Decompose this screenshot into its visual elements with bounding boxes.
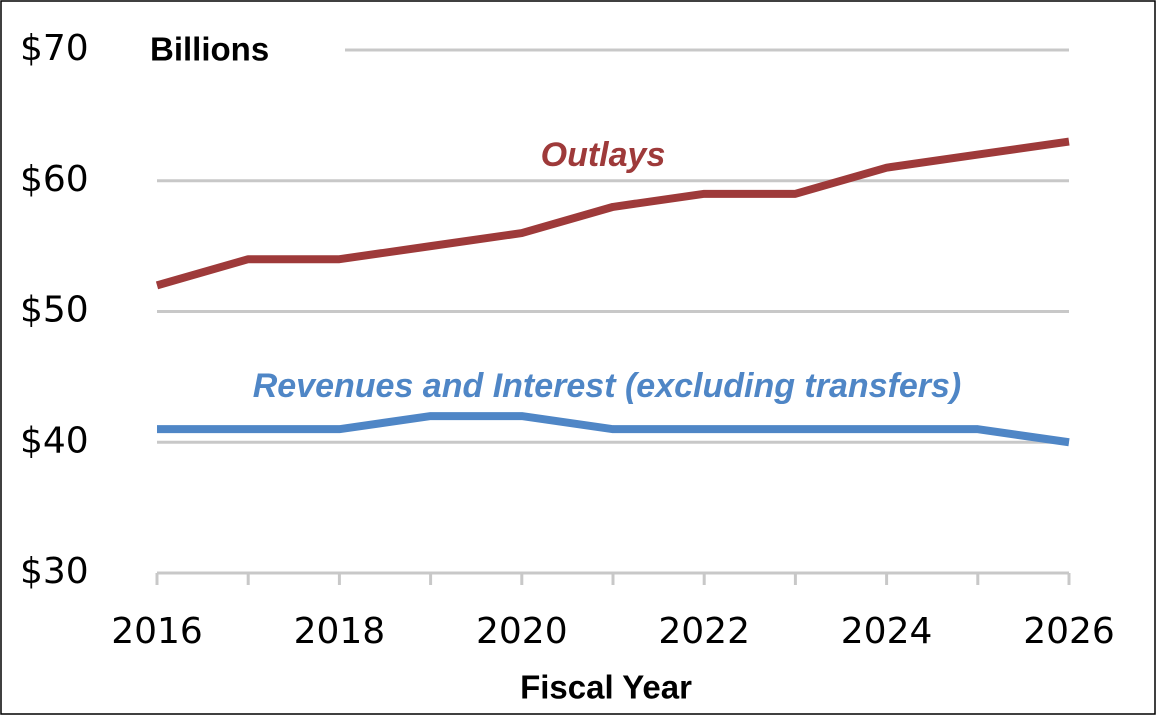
series-label: Outlays [541,136,666,174]
series-label: Revenues and Interest (excluding transfe… [253,367,962,405]
x-tick-label: 2018 [294,611,386,652]
y-tick-label: $50 [20,290,89,331]
x-tick-label: 2022 [658,611,750,652]
x-tick-label: 2020 [476,611,568,652]
x-tick-label: 2024 [841,611,933,652]
y-tick-label: $40 [20,420,89,461]
x-tick-label: 2016 [111,611,203,652]
x-axis-title: Fiscal Year [520,669,692,706]
series-line [157,412,1070,447]
units-label: Billions [150,31,269,68]
y-tick-label: $60 [20,159,89,200]
y-tick-label: $70 [20,28,89,69]
series-line [155,137,1070,290]
x-tick-label: 2026 [1023,611,1115,652]
y-tick-label: $30 [20,551,89,592]
